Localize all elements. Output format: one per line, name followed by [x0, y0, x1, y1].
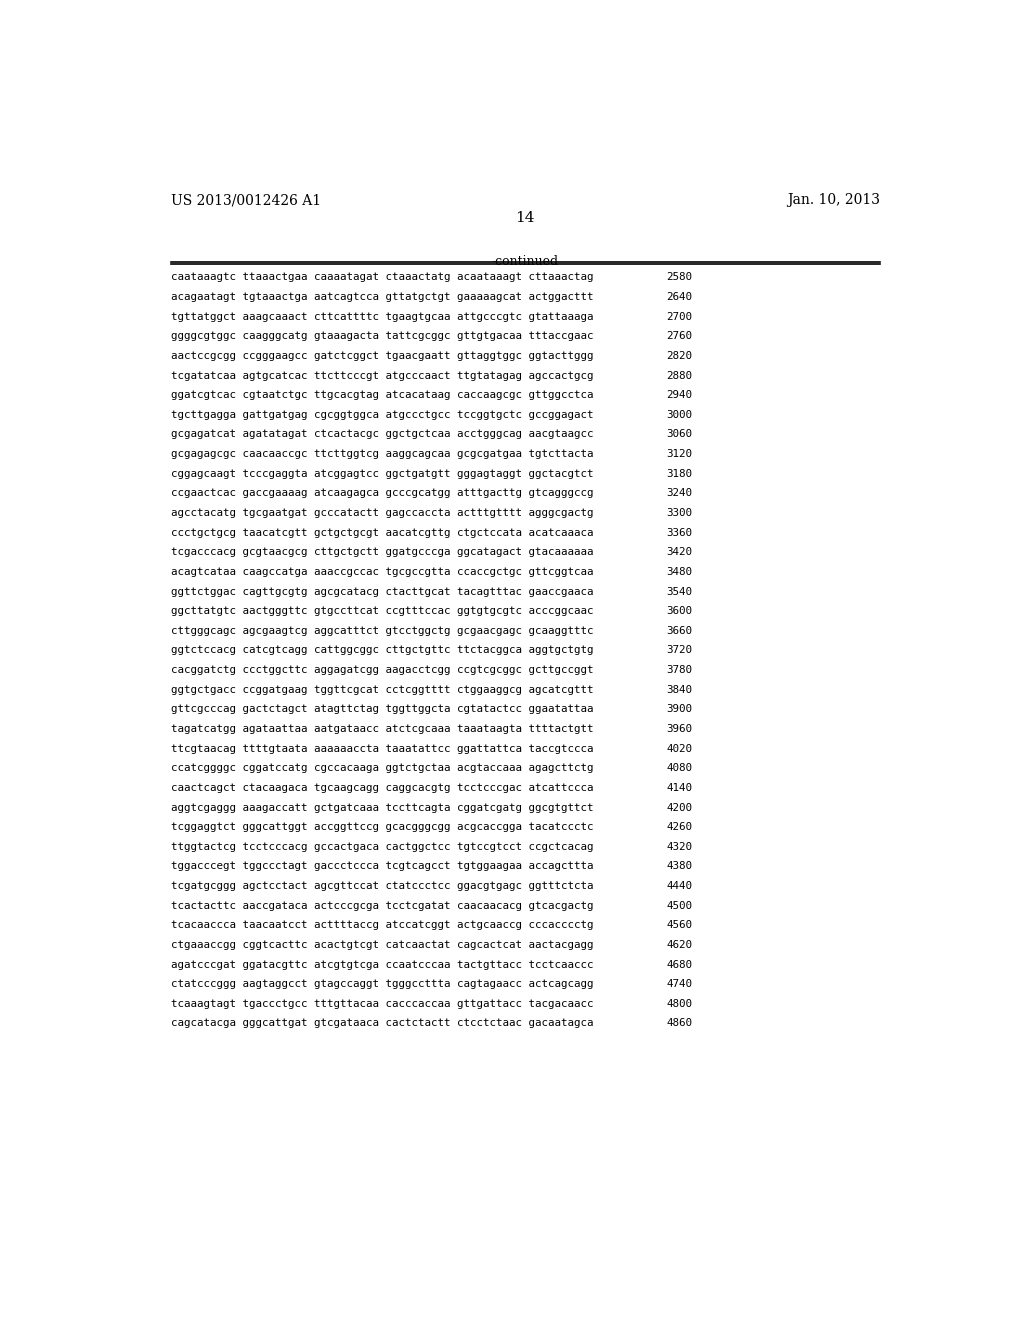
Text: 4020: 4020 — [667, 743, 692, 754]
Text: 4260: 4260 — [667, 822, 692, 832]
Text: 4080: 4080 — [667, 763, 692, 774]
Text: 4140: 4140 — [667, 783, 692, 793]
Text: ccatcggggc cggatccatg cgccacaaga ggtctgctaa acgtaccaaa agagcttctg: ccatcggggc cggatccatg cgccacaaga ggtctgc… — [171, 763, 593, 774]
Text: 3540: 3540 — [667, 586, 692, 597]
Text: ggggcgtggc caagggcatg gtaaagacta tattcgcggc gttgtgacaa tttaccgaac: ggggcgtggc caagggcatg gtaaagacta tattcgc… — [171, 331, 593, 342]
Text: tcgatgcggg agctcctact agcgttccat ctatccctcc ggacgtgagc ggtttctcta: tcgatgcggg agctcctact agcgttccat ctatccc… — [171, 880, 593, 891]
Text: 4440: 4440 — [667, 880, 692, 891]
Text: caactcagct ctacaagaca tgcaagcagg caggcacgtg tcctcccgac atcattccca: caactcagct ctacaagaca tgcaagcagg caggcac… — [171, 783, 593, 793]
Text: US 2013/0012426 A1: US 2013/0012426 A1 — [171, 193, 321, 207]
Text: -continued: -continued — [492, 255, 558, 268]
Text: tcactacttc aaccgataca actcccgcga tcctcgatat caacaacacg gtcacgactg: tcactacttc aaccgataca actcccgcga tcctcga… — [171, 900, 593, 911]
Text: acagtcataa caagccatga aaaccgccac tgcgccgtta ccaccgctgc gttcggtcaa: acagtcataa caagccatga aaaccgccac tgcgccg… — [171, 566, 593, 577]
Text: tggacccegt tggccctagt gaccctccca tcgtcagcct tgtggaagaa accagcttta: tggacccegt tggccctagt gaccctccca tcgtcag… — [171, 862, 593, 871]
Text: 3480: 3480 — [667, 566, 692, 577]
Text: 4380: 4380 — [667, 862, 692, 871]
Text: ggtgctgacc ccggatgaag tggttcgcat cctcggtttt ctggaaggcg agcatcgttt: ggtgctgacc ccggatgaag tggttcgcat cctcggt… — [171, 685, 593, 694]
Text: ttggtactcg tcctcccacg gccactgaca cactggctcc tgtccgtcct ccgctcacag: ttggtactcg tcctcccacg gccactgaca cactggc… — [171, 842, 593, 851]
Text: 4860: 4860 — [667, 1019, 692, 1028]
Text: 3300: 3300 — [667, 508, 692, 517]
Text: ctatcccggg aagtaggcct gtagccaggt tgggccttta cagtagaacc actcagcagg: ctatcccggg aagtaggcct gtagccaggt tgggcct… — [171, 979, 593, 989]
Text: tcgatatcaa agtgcatcac ttcttcccgt atgcccaact ttgtatagag agccactgcg: tcgatatcaa agtgcatcac ttcttcccgt atgccca… — [171, 371, 593, 380]
Text: ccctgctgcg taacatcgtt gctgctgcgt aacatcgttg ctgctccata acatcaaaca: ccctgctgcg taacatcgtt gctgctgcgt aacatcg… — [171, 528, 593, 537]
Text: 3420: 3420 — [667, 548, 692, 557]
Text: 3240: 3240 — [667, 488, 692, 499]
Text: caataaagtc ttaaactgaa caaaatagat ctaaactatg acaataaagt cttaaactag: caataaagtc ttaaactgaa caaaatagat ctaaact… — [171, 272, 593, 282]
Text: gcgagatcat agatatagat ctcactacgc ggctgctcaa acctgggcag aacgtaagcc: gcgagatcat agatatagat ctcactacgc ggctgct… — [171, 429, 593, 440]
Text: ggttctggac cagttgcgtg agcgcatacg ctacttgcat tacagtttac gaaccgaaca: ggttctggac cagttgcgtg agcgcatacg ctacttg… — [171, 586, 593, 597]
Text: 14: 14 — [515, 211, 535, 224]
Text: 4560: 4560 — [667, 920, 692, 931]
Text: 4500: 4500 — [667, 900, 692, 911]
Text: 3000: 3000 — [667, 409, 692, 420]
Text: 2880: 2880 — [667, 371, 692, 380]
Text: 4620: 4620 — [667, 940, 692, 950]
Text: tcgacccacg gcgtaacgcg cttgctgctt ggatgcccga ggcatagact gtacaaaaaa: tcgacccacg gcgtaacgcg cttgctgctt ggatgcc… — [171, 548, 593, 557]
Text: agcctacatg tgcgaatgat gcccatactt gagccaccta actttgtttt agggcgactg: agcctacatg tgcgaatgat gcccatactt gagccac… — [171, 508, 593, 517]
Text: gcgagagcgc caacaaccgc ttcttggtcg aaggcagcaa gcgcgatgaa tgtcttacta: gcgagagcgc caacaaccgc ttcttggtcg aaggcag… — [171, 449, 593, 459]
Text: gttcgcccag gactctagct atagttctag tggttggcta cgtatactcc ggaatattaa: gttcgcccag gactctagct atagttctag tggttgg… — [171, 705, 593, 714]
Text: 4200: 4200 — [667, 803, 692, 813]
Text: ccgaactcac gaccgaaaag atcaagagca gcccgcatgg atttgacttg gtcagggccg: ccgaactcac gaccgaaaag atcaagagca gcccgca… — [171, 488, 593, 499]
Text: 2940: 2940 — [667, 391, 692, 400]
Text: 3960: 3960 — [667, 723, 692, 734]
Text: tcggaggtct gggcattggt accggttccg gcacgggcgg acgcaccgga tacatccctc: tcggaggtct gggcattggt accggttccg gcacggg… — [171, 822, 593, 832]
Text: agatcccgat ggatacgttc atcgtgtcga ccaatcccaa tactgttacc tcctcaaccc: agatcccgat ggatacgttc atcgtgtcga ccaatcc… — [171, 960, 593, 970]
Text: ttcgtaacag ttttgtaata aaaaaaccta taaatattcc ggattattca taccgtccca: ttcgtaacag ttttgtaata aaaaaaccta taaatat… — [171, 743, 593, 754]
Text: 4320: 4320 — [667, 842, 692, 851]
Text: 2640: 2640 — [667, 292, 692, 302]
Text: tgcttgagga gattgatgag cgcggtggca atgccctgcc tccggtgctc gccggagact: tgcttgagga gattgatgag cgcggtggca atgccct… — [171, 409, 593, 420]
Text: tcaaagtagt tgaccctgcc tttgttacaa cacccaccaa gttgattacc tacgacaacc: tcaaagtagt tgaccctgcc tttgttacaa cacccac… — [171, 999, 593, 1008]
Text: 3660: 3660 — [667, 626, 692, 636]
Text: ctgaaaccgg cggtcacttc acactgtcgt catcaactat cagcactcat aactacgagg: ctgaaaccgg cggtcacttc acactgtcgt catcaac… — [171, 940, 593, 950]
Text: aggtcgaggg aaagaccatt gctgatcaaa tccttcagta cggatcgatg ggcgtgttct: aggtcgaggg aaagaccatt gctgatcaaa tccttca… — [171, 803, 593, 813]
Text: 3600: 3600 — [667, 606, 692, 616]
Text: 4680: 4680 — [667, 960, 692, 970]
Text: 3840: 3840 — [667, 685, 692, 694]
Text: 3720: 3720 — [667, 645, 692, 656]
Text: 4800: 4800 — [667, 999, 692, 1008]
Text: Jan. 10, 2013: Jan. 10, 2013 — [786, 193, 880, 207]
Text: 3780: 3780 — [667, 665, 692, 675]
Text: ggcttatgtc aactgggttc gtgccttcat ccgtttccac ggtgtgcgtc acccggcaac: ggcttatgtc aactgggttc gtgccttcat ccgtttc… — [171, 606, 593, 616]
Text: 3060: 3060 — [667, 429, 692, 440]
Text: cacggatctg ccctggcttc aggagatcgg aagacctcgg ccgtcgcggc gcttgccggt: cacggatctg ccctggcttc aggagatcgg aagacct… — [171, 665, 593, 675]
Text: tcacaaccca taacaatcct acttttaccg atccatcggt actgcaaccg cccacccctg: tcacaaccca taacaatcct acttttaccg atccatc… — [171, 920, 593, 931]
Text: tagatcatgg agataattaa aatgataacc atctcgcaaa taaataagta ttttactgtt: tagatcatgg agataattaa aatgataacc atctcgc… — [171, 723, 593, 734]
Text: ggatcgtcac cgtaatctgc ttgcacgtag atcacataag caccaagcgc gttggcctca: ggatcgtcac cgtaatctgc ttgcacgtag atcacat… — [171, 391, 593, 400]
Text: cttgggcagc agcgaagtcg aggcatttct gtcctggctg gcgaacgagc gcaaggtttc: cttgggcagc agcgaagtcg aggcatttct gtcctgg… — [171, 626, 593, 636]
Text: 2820: 2820 — [667, 351, 692, 360]
Text: 4740: 4740 — [667, 979, 692, 989]
Text: 2700: 2700 — [667, 312, 692, 322]
Text: 3180: 3180 — [667, 469, 692, 479]
Text: 2580: 2580 — [667, 272, 692, 282]
Text: 3120: 3120 — [667, 449, 692, 459]
Text: ggtctccacg catcgtcagg cattggcggc cttgctgttc ttctacggca aggtgctgtg: ggtctccacg catcgtcagg cattggcggc cttgctg… — [171, 645, 593, 656]
Text: acagaatagt tgtaaactga aatcagtcca gttatgctgt gaaaaagcat actggacttt: acagaatagt tgtaaactga aatcagtcca gttatgc… — [171, 292, 593, 302]
Text: cggagcaagt tcccgaggta atcggagtcc ggctgatgtt gggagtaggt ggctacgtct: cggagcaagt tcccgaggta atcggagtcc ggctgat… — [171, 469, 593, 479]
Text: 3900: 3900 — [667, 705, 692, 714]
Text: aactccgcgg ccgggaagcc gatctcggct tgaacgaatt gttaggtggc ggtacttggg: aactccgcgg ccgggaagcc gatctcggct tgaacga… — [171, 351, 593, 360]
Text: tgttatggct aaagcaaact cttcattttc tgaagtgcaa attgcccgtc gtattaaaga: tgttatggct aaagcaaact cttcattttc tgaagtg… — [171, 312, 593, 322]
Text: 2760: 2760 — [667, 331, 692, 342]
Text: 3360: 3360 — [667, 528, 692, 537]
Text: cagcatacga gggcattgat gtcgataaca cactctactt ctcctctaac gacaatagca: cagcatacga gggcattgat gtcgataaca cactcta… — [171, 1019, 593, 1028]
